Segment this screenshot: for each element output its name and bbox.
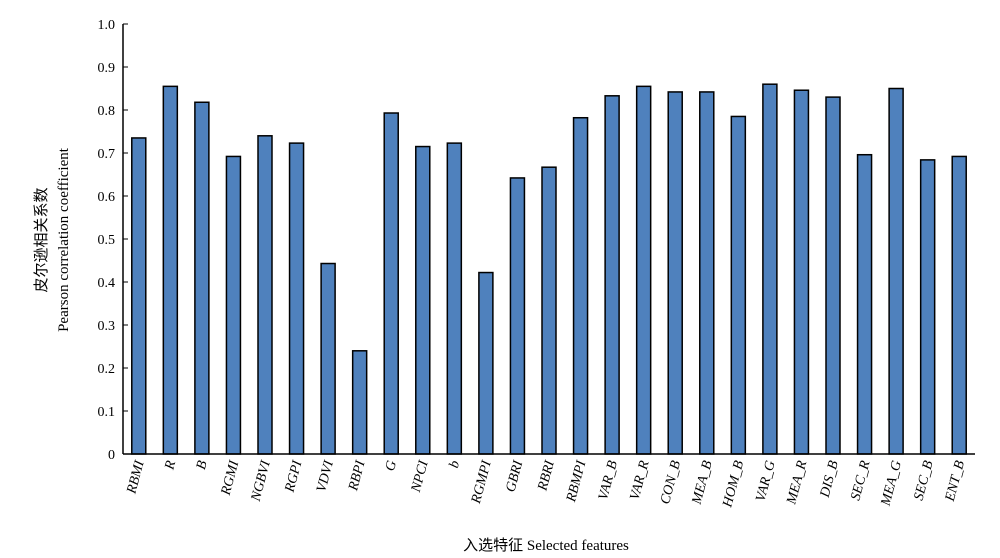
y-axis-title-cn: 皮尔逊相关系数 bbox=[33, 187, 50, 292]
bar-rgmpi bbox=[478, 271, 494, 455]
bar-rbri bbox=[541, 166, 557, 455]
x-tick-label: RBPI bbox=[346, 458, 369, 493]
x-tick-label: RGMI bbox=[218, 458, 242, 498]
x-tick-label: R bbox=[162, 459, 179, 473]
x-tick-label: G bbox=[383, 459, 400, 473]
bar-mea-r bbox=[793, 89, 810, 455]
x-tick-label: GBRI bbox=[504, 458, 527, 494]
y-tick-label: 1.0 bbox=[98, 18, 116, 33]
x-tick-label: RBRI bbox=[535, 458, 558, 493]
y-tick-label: 0.7 bbox=[98, 147, 116, 162]
bar-sec-r bbox=[856, 153, 873, 455]
x-tick-label: MEA_G bbox=[878, 459, 905, 508]
bar-con-b bbox=[667, 91, 683, 455]
x-tick-label: RGPI bbox=[282, 458, 305, 495]
bar-rbmpi bbox=[572, 116, 589, 455]
y-tick-label: 0.5 bbox=[98, 233, 116, 248]
bar-var-g bbox=[762, 83, 778, 455]
bar-rbmi bbox=[131, 137, 147, 455]
x-tick-label: NPCI bbox=[409, 458, 432, 495]
x-tick-label: SEC_B bbox=[912, 459, 937, 502]
bar-b bbox=[446, 142, 463, 455]
x-tick-label: VAR_G bbox=[753, 459, 778, 503]
bar-hom-b bbox=[730, 115, 747, 455]
x-tick-label: VAR_B bbox=[596, 459, 621, 502]
bar-ent-b bbox=[951, 155, 967, 455]
bar-ngbvi bbox=[257, 135, 273, 455]
x-tick-label: DIS_B bbox=[817, 459, 842, 500]
y-axis-title-en: Pearson correlation coefficient bbox=[56, 147, 72, 332]
bar-rbpi bbox=[351, 350, 368, 455]
x-tick-label: RGMPI bbox=[469, 458, 495, 506]
y-tick-label: 0 bbox=[108, 448, 115, 463]
bar-vdvi bbox=[320, 262, 336, 455]
y-tick-label: 0.4 bbox=[98, 276, 116, 291]
x-tick-label: NGBVI bbox=[248, 458, 274, 504]
bar-b bbox=[194, 101, 210, 455]
y-tick-label: 0.8 bbox=[98, 104, 116, 119]
x-tick-label: CON_B bbox=[658, 459, 684, 506]
bar-rgpi bbox=[288, 142, 305, 455]
x-tick-label: VDVI bbox=[314, 458, 337, 494]
x-axis-title: 入选特征 Selected features bbox=[463, 537, 629, 554]
y-tick-label: 0.1 bbox=[98, 405, 116, 420]
bar-gbri bbox=[509, 177, 526, 455]
bar-dis-b bbox=[825, 96, 841, 455]
y-tick-label: 0.9 bbox=[98, 61, 116, 76]
x-tick-label: RBMPI bbox=[564, 458, 590, 505]
bar-mea-g bbox=[888, 87, 904, 455]
x-tick-label: b bbox=[447, 459, 463, 470]
bar-var-r bbox=[635, 85, 652, 455]
x-tick-label: B bbox=[194, 459, 211, 472]
bar-npci bbox=[415, 145, 431, 455]
y-axis-title: 皮尔逊相关系数 Pearson correlation coefficient bbox=[33, 147, 72, 332]
x-tick-label: RBMI bbox=[124, 458, 148, 496]
x-tick-label: MEA_R bbox=[784, 459, 810, 507]
y-tick-label: 0.3 bbox=[98, 319, 116, 334]
x-tick-label: VAR_R bbox=[628, 459, 653, 502]
x-tick-label: ENT_B bbox=[943, 459, 969, 504]
x-tick-label: HOM_B bbox=[720, 459, 747, 510]
bar-r bbox=[162, 85, 179, 455]
bar-rgmi bbox=[225, 155, 242, 455]
x-tick-label: SEC_R bbox=[848, 459, 873, 502]
x-tick-label: MEA_B bbox=[689, 459, 715, 507]
bar-var-b bbox=[604, 95, 620, 455]
y-tick-label: 0.2 bbox=[98, 362, 116, 377]
bar-sec-b bbox=[919, 159, 936, 455]
bar-g bbox=[383, 112, 399, 455]
y-tick-label: 0.6 bbox=[98, 190, 116, 205]
bar-mea-b bbox=[699, 91, 715, 455]
